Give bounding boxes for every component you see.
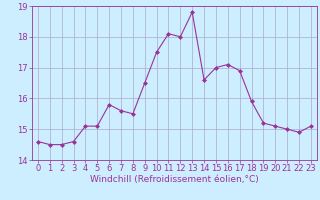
X-axis label: Windchill (Refroidissement éolien,°C): Windchill (Refroidissement éolien,°C) [90,175,259,184]
